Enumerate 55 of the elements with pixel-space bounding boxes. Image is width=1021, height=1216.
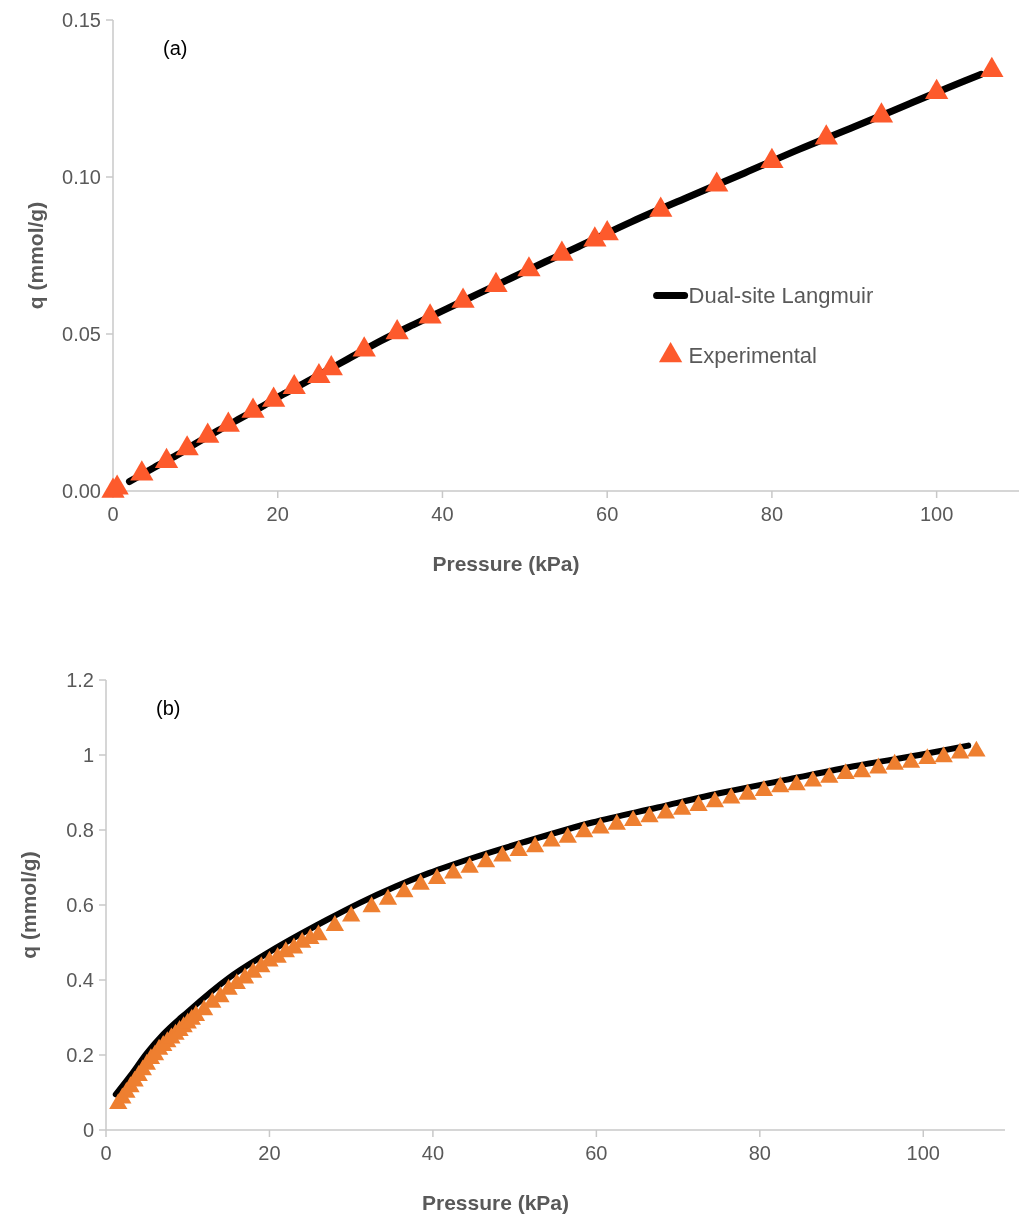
x-tick-label: 20 (258, 1142, 281, 1164)
point (517, 256, 541, 277)
y-tick-label: 0.2 (66, 1044, 94, 1066)
point (760, 147, 784, 169)
y-tick-label: 0.8 (66, 819, 94, 841)
y-tick-label: 0 (82, 1119, 94, 1141)
x-tick-label: 40 (421, 1142, 445, 1164)
point (196, 422, 220, 443)
point (352, 336, 376, 357)
point (307, 362, 331, 384)
point (924, 78, 949, 99)
point (980, 56, 1004, 77)
point (175, 435, 199, 456)
y-tick-label: 0.6 (66, 894, 94, 916)
annotation: (a) (163, 37, 188, 59)
x-tick-label: 100 (906, 1142, 940, 1164)
x-axis-title: Pressure (kPa) (432, 552, 580, 575)
legend-label: Experimental (688, 343, 817, 369)
x-tick-label: 80 (748, 1142, 771, 1164)
legend-label: Dual-site Langmuir (688, 283, 874, 309)
point (550, 240, 574, 261)
x-tick-label: 80 (760, 503, 784, 525)
point (451, 287, 475, 308)
point (814, 124, 838, 145)
x-tick-label: 100 (919, 503, 954, 525)
point (241, 397, 265, 418)
y-tick-label: 0.10 (62, 166, 101, 188)
y-tick-label: 1.2 (66, 669, 94, 691)
y-tick-label: 0.4 (66, 969, 94, 991)
x-tick-label: 60 (585, 1142, 608, 1164)
point (705, 171, 729, 192)
x-tick-label: 40 (431, 503, 454, 525)
x-tick-label: 60 (596, 503, 619, 525)
y-tick-label: 0.05 (62, 323, 101, 345)
point (385, 318, 409, 340)
y-axis-title: q (mmol/g) (24, 201, 47, 310)
point (154, 447, 179, 468)
point (216, 411, 240, 432)
annotation: (b) (156, 697, 181, 719)
y-tick-label: 0.00 (62, 480, 101, 502)
y-tick-label: 0.15 (62, 9, 101, 31)
x-tick-label: 20 (266, 503, 289, 525)
point (130, 460, 154, 481)
point (282, 373, 306, 395)
point (869, 102, 894, 123)
x-axis-title: Pressure (kPa) (421, 1191, 570, 1214)
point (649, 196, 673, 217)
point (319, 355, 343, 376)
x-tick-label: 0 (107, 503, 119, 525)
y-axis-title: q (mmol/g) (17, 851, 40, 959)
point (484, 271, 508, 293)
point (261, 386, 286, 407)
point (418, 303, 442, 324)
point (583, 226, 607, 247)
y-tick-label: 1 (82, 744, 94, 766)
